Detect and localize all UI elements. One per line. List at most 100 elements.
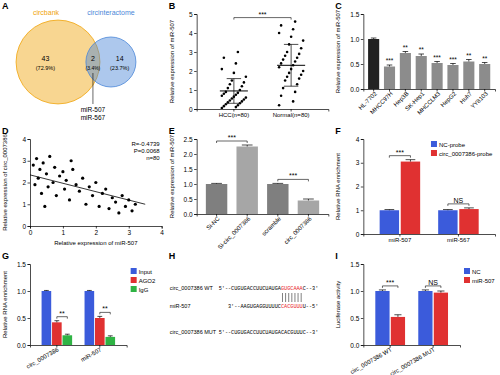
plot: 012345Relative expression of miR-507HCC(… xyxy=(169,11,329,119)
significance-bracket xyxy=(389,156,410,158)
marks xyxy=(375,290,448,345)
bar xyxy=(267,184,288,214)
x-axis: Si-NCSi-circ_0007386scramblecirc_0007386 xyxy=(197,214,329,250)
plot: 0.00.51.01.5Relative RNA enrichmentcirc_… xyxy=(2,261,156,370)
point xyxy=(280,94,283,97)
venn-count: 43 xyxy=(42,55,50,62)
x-tick: YY8103 xyxy=(470,89,490,110)
x-tick-label: 3 xyxy=(127,229,131,236)
y-tick-mark xyxy=(361,139,364,140)
point xyxy=(296,83,299,86)
y-tick-mark xyxy=(28,183,31,184)
legend-swatch xyxy=(431,150,437,156)
point xyxy=(229,99,232,102)
point xyxy=(296,56,299,59)
legend-label: miR-507 xyxy=(472,278,495,284)
y-tick: 0.5 xyxy=(350,61,363,68)
y-tick-mark xyxy=(361,89,364,90)
x-tick: HCC(n=80) xyxy=(219,109,250,118)
sequence-label: circ_0007386 WT xyxy=(170,285,214,291)
y-axis-line xyxy=(361,140,364,235)
significance-label: NS xyxy=(428,279,438,286)
error-bar xyxy=(44,290,49,292)
y-tick-label: 0.5 xyxy=(350,315,359,322)
significance: ****** xyxy=(217,134,309,181)
y-tick-label: 0.0 xyxy=(184,211,193,218)
error-bar xyxy=(65,334,70,335)
point xyxy=(290,36,293,39)
point xyxy=(292,100,295,103)
point xyxy=(302,39,305,42)
y-tick-label: 0 xyxy=(22,223,26,230)
x-tick-label: circ_0007386 xyxy=(283,215,313,245)
point xyxy=(223,105,226,108)
overlap-member: miR-507 xyxy=(81,106,106,113)
bar xyxy=(418,291,432,345)
annotation: P=0.0068 xyxy=(134,148,161,154)
significance-bracket xyxy=(382,286,397,288)
x-tick-label: MHCC97H xyxy=(369,90,394,115)
y-tick: 0.0 xyxy=(17,342,30,349)
point xyxy=(235,106,238,109)
x-axis-line xyxy=(364,235,496,237)
y-tick: 0 xyxy=(356,231,364,238)
point xyxy=(42,161,45,164)
y-tick-label: 4 xyxy=(356,136,360,143)
bar xyxy=(206,184,227,214)
y-tick-mark xyxy=(194,154,197,155)
panel: Hcirc_0007386 WT5'--CUGUGACCUUCUAUGAGUGC… xyxy=(169,251,319,336)
y-axis: 0.00.51.01.5 xyxy=(17,261,31,349)
error-bar xyxy=(464,208,474,209)
error-bar xyxy=(394,315,401,317)
y-tick: 0.5 xyxy=(184,196,197,203)
annotation: n=80 xyxy=(146,155,160,161)
y-tick: 3 xyxy=(189,49,197,56)
y-axis-line xyxy=(194,140,197,215)
y-axis-line xyxy=(194,15,197,110)
y-tick-label: 2 xyxy=(22,179,26,186)
x-tick: circ_0007386 MUT xyxy=(389,345,436,375)
x-tick-label: circ_0007386 xyxy=(25,346,60,370)
point xyxy=(245,96,248,99)
bar xyxy=(380,210,399,234)
significance-label: ** xyxy=(419,46,425,53)
y-tick: 5 xyxy=(189,11,197,18)
y-tick-mark xyxy=(361,234,364,235)
significance-label: ** xyxy=(482,55,488,62)
y-axis-title: Luciferase activity xyxy=(335,281,341,329)
panel-label: H xyxy=(169,251,176,261)
y-axis-line xyxy=(361,15,364,90)
bar xyxy=(400,53,411,89)
point xyxy=(298,77,301,80)
bar xyxy=(401,162,420,234)
point xyxy=(233,72,236,75)
point xyxy=(237,51,240,54)
y-tick-mark xyxy=(28,291,31,292)
x-tick: miR-567 xyxy=(447,234,470,243)
venn-set-name: circinteractome xyxy=(87,9,135,16)
legend-label: AGO2 xyxy=(139,278,156,284)
point xyxy=(40,192,43,195)
point xyxy=(43,205,46,208)
error-bar xyxy=(418,54,424,56)
marks xyxy=(206,145,319,214)
y-tick-label: 1.0 xyxy=(184,181,193,188)
y-axis-line xyxy=(28,140,31,227)
point xyxy=(91,194,94,197)
y-tick: 1.5 xyxy=(184,166,197,173)
x-axis: circ_0007386miR-507 xyxy=(25,345,127,370)
point xyxy=(33,183,36,186)
x-tick-label: HepG2 xyxy=(440,90,458,108)
x-tick-label: YY8103 xyxy=(470,90,490,110)
point xyxy=(231,97,234,100)
x-tick-label: MHCCLM3 xyxy=(416,90,442,116)
plot: 0.00.51.01.52.02.5Relative expression of… xyxy=(169,134,329,250)
point xyxy=(278,32,281,35)
y-tick-label: 2 xyxy=(189,68,193,75)
x-tick-label: miR-507 xyxy=(389,237,412,243)
significance-label: ** xyxy=(403,44,409,51)
x-axis-line xyxy=(364,90,496,92)
significance-label: *** xyxy=(289,172,297,179)
y-tick-mark xyxy=(361,291,364,292)
x-axis: circ_0007386 WTcirc_0007386 MUT xyxy=(349,345,460,375)
